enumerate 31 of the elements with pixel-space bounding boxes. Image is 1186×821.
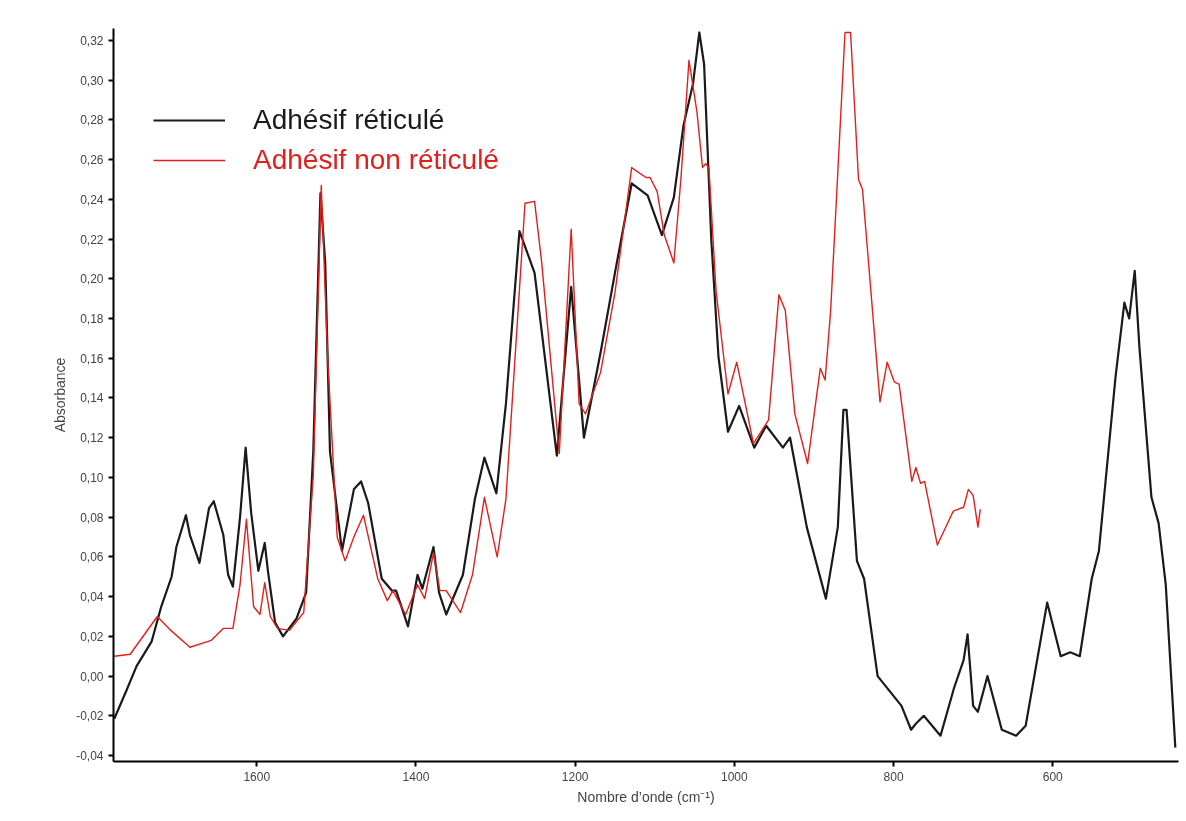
y-axis-title: Absorbance xyxy=(52,357,69,433)
x-tick-label: 800 xyxy=(883,769,904,784)
y-tick-label: -0,02 xyxy=(76,709,104,724)
y-tick-label: 0,22 xyxy=(80,232,104,247)
y-tick-label: 0,32 xyxy=(80,33,104,48)
y-tick-label: 0,18 xyxy=(80,312,104,327)
y-tick-label: 0,28 xyxy=(80,113,104,128)
x-tick-label: 1400 xyxy=(402,769,430,784)
x-tick-label: 1200 xyxy=(561,769,589,784)
y-tick-label: 0,14 xyxy=(80,391,104,406)
y-tick-label: 0,10 xyxy=(80,470,104,485)
y-tick-label: 0,08 xyxy=(80,510,104,525)
y-tick-label: 0,00 xyxy=(80,669,104,684)
line-series xyxy=(113,31,1177,749)
x-tick-label: 1000 xyxy=(721,769,749,784)
y-tick-label: 0,24 xyxy=(80,192,104,207)
y-tick-label: 0,20 xyxy=(80,272,104,287)
y-tick-label: 0,04 xyxy=(80,590,104,605)
y-tick-label: 0,30 xyxy=(80,73,104,88)
x-tick-label: 1600 xyxy=(243,769,271,784)
y-tick-label: 0,26 xyxy=(80,153,104,168)
legend-label: Adhésif réticulé xyxy=(253,104,445,136)
y-tick-label: -0,04 xyxy=(76,749,104,764)
line-series xyxy=(113,31,981,657)
x-tick-label: 600 xyxy=(1042,769,1064,784)
y-tick-label: 0,12 xyxy=(80,431,104,446)
x-axis-title: Nombre d’onde (cm⁻¹) xyxy=(577,788,715,805)
y-tick-label: 0,02 xyxy=(80,629,104,644)
y-tick-label: 0,16 xyxy=(80,351,104,366)
y-tick-label: 0,06 xyxy=(80,550,104,565)
legend-label: Adhésif non réticulé xyxy=(253,144,499,176)
